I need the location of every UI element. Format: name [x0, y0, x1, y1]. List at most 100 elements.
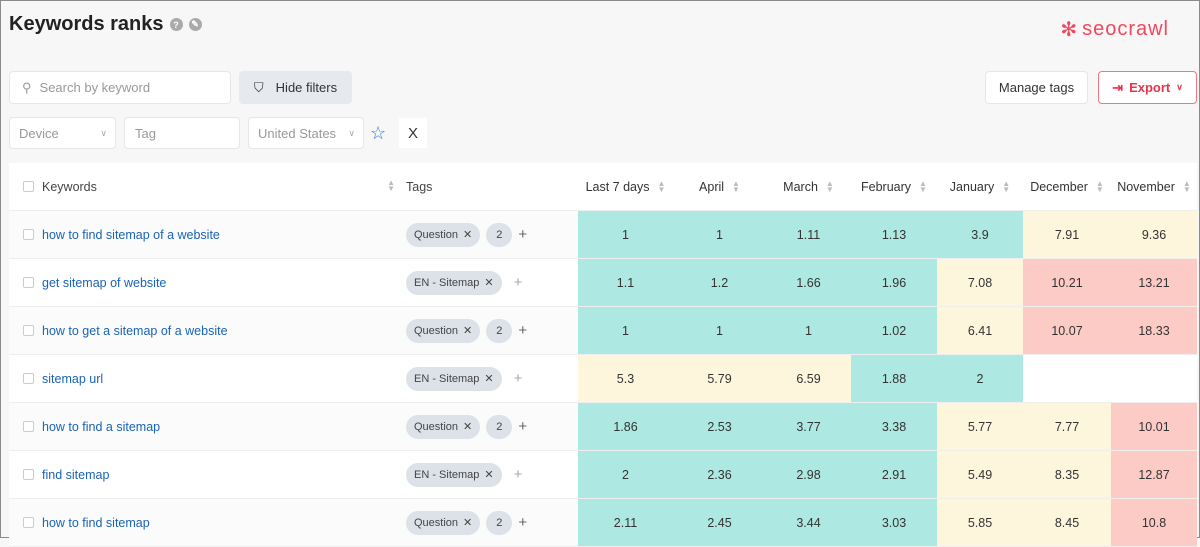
- keyword-link[interactable]: how to find a sitemap: [42, 419, 161, 434]
- chevron-down-icon: ∨: [1176, 82, 1183, 92]
- chevron-down-icon: ∨: [348, 127, 355, 138]
- tag-pill[interactable]: EN - Sitemap ✕: [406, 462, 502, 487]
- row-checkbox[interactable]: [23, 277, 34, 288]
- rank-cell: 8.35: [1023, 451, 1111, 498]
- remove-tag-icon[interactable]: ✕: [463, 325, 473, 337]
- rank-cell: 12.87: [1111, 451, 1197, 498]
- tag-pill[interactable]: Question ✕: [406, 222, 481, 247]
- row-checkbox[interactable]: [23, 421, 34, 432]
- more-tags-pill[interactable]: 2: [486, 318, 513, 343]
- keyword-cell: how to find sitemap of a website: [9, 211, 399, 258]
- rank-cell: 1: [766, 307, 851, 354]
- col-month[interactable]: February ▲ ▼: [851, 163, 937, 210]
- keyword-link[interactable]: find sitemap: [42, 467, 110, 482]
- hide-filters-button[interactable]: ⛉ Hide filters: [239, 71, 352, 104]
- table-row: sitemap url EN - Sitemap ✕ +5.3 5.79 6.59 1.8…: [9, 355, 1197, 403]
- rank-cell: 2: [937, 355, 1023, 402]
- remove-tag-icon[interactable]: ✕: [463, 421, 473, 433]
- remove-tag-icon[interactable]: ✕: [484, 277, 494, 289]
- search-input[interactable]: ⚲ Search by keyword: [9, 71, 231, 104]
- sort-icon[interactable]: ▲ ▼: [825, 178, 834, 194]
- col-label: November: [1117, 179, 1175, 194]
- remove-tag-icon[interactable]: ✕: [484, 373, 494, 385]
- sort-icon[interactable]: ▲ ▼: [1182, 178, 1191, 194]
- more-tags-pill[interactable]: 2: [486, 414, 513, 439]
- rank-cell: 10.01: [1111, 403, 1197, 450]
- rank-cell: 13.21: [1111, 259, 1197, 306]
- row-checkbox[interactable]: [23, 229, 34, 240]
- clear-filters-button[interactable]: X: [399, 118, 427, 148]
- sort-icon[interactable]: ▲ ▼: [387, 177, 395, 193]
- sort-icon[interactable]: ▲ ▼: [919, 178, 927, 194]
- rank-cell: [1111, 355, 1197, 402]
- device-label: Device: [19, 125, 59, 141]
- sort-icon[interactable]: ▲ ▼: [657, 178, 666, 194]
- table-row: how to find sitemap of a website Questio…: [9, 211, 1197, 259]
- add-tag-icon[interactable]: +: [513, 370, 523, 387]
- add-tag-icon[interactable]: +: [518, 514, 528, 531]
- rank-cell: 3.77: [766, 403, 851, 450]
- more-tags-pill[interactable]: 2: [486, 510, 513, 535]
- col-month[interactable]: March ▲ ▼: [766, 163, 851, 210]
- select-all-checkbox[interactable]: [23, 181, 34, 192]
- tag-pill[interactable]: Question ✕: [406, 510, 481, 535]
- col-month[interactable]: November ▲ ▼: [1111, 163, 1197, 210]
- keyword-cell: how to get a sitemap of a website: [9, 307, 399, 354]
- rank-cell: 1.86: [578, 403, 673, 450]
- tag-pill[interactable]: Question ✕: [406, 318, 481, 343]
- tag-pill[interactable]: Question ✕: [406, 414, 481, 439]
- sort-icon[interactable]: ▲ ▼: [1002, 178, 1011, 194]
- add-tag-icon[interactable]: +: [513, 466, 523, 483]
- rank-cell: 2.36: [673, 451, 766, 498]
- remove-tag-icon[interactable]: ✕: [463, 517, 473, 529]
- col-label: February: [861, 179, 912, 194]
- rank-cell: 5.79: [673, 355, 766, 402]
- manage-tags-button[interactable]: Manage tags: [985, 71, 1088, 104]
- col-month[interactable]: Last 7 days ▲ ▼: [578, 163, 673, 210]
- export-icon: ⇥: [1112, 79, 1124, 95]
- row-checkbox[interactable]: [23, 373, 34, 384]
- tag-pill[interactable]: EN - Sitemap ✕: [406, 270, 502, 295]
- remove-tag-icon[interactable]: ✕: [484, 469, 494, 481]
- col-month[interactable]: April ▲ ▼: [673, 163, 766, 210]
- tags-cell: EN - Sitemap ✕ +: [399, 259, 578, 306]
- add-tag-icon[interactable]: +: [518, 322, 528, 339]
- row-checkbox[interactable]: [23, 325, 34, 336]
- tags-cell: EN - Sitemap ✕ +: [399, 451, 578, 498]
- help-icon[interactable]: ?: [169, 18, 183, 31]
- star-icon[interactable]: ☆: [370, 123, 387, 143]
- keyword-cell: how to find a sitemap: [9, 403, 399, 450]
- row-checkbox[interactable]: [23, 469, 34, 480]
- more-tags-pill[interactable]: 2: [486, 222, 513, 247]
- device-select[interactable]: Device ∨: [9, 117, 116, 149]
- keyword-link[interactable]: sitemap url: [42, 371, 104, 386]
- col-month[interactable]: January ▲ ▼: [937, 163, 1023, 210]
- tags-cell: Question ✕ 2 +: [399, 307, 578, 354]
- sort-icon[interactable]: ▲ ▼: [732, 178, 740, 194]
- tag-input[interactable]: Tag: [124, 117, 240, 149]
- keyword-link[interactable]: how to find sitemap: [42, 515, 150, 530]
- keyword-link[interactable]: how to find sitemap of a website: [42, 227, 220, 242]
- rank-cell: 1.2: [673, 259, 766, 306]
- hide-filters-label: Hide filters: [275, 80, 338, 95]
- rank-cell: 1.11: [766, 211, 851, 258]
- search-icon: ⚲: [22, 79, 32, 95]
- row-checkbox[interactable]: [23, 517, 34, 528]
- keyword-link[interactable]: how to get a sitemap of a website: [42, 323, 228, 338]
- col-keywords[interactable]: Keywords ▲ ▼: [9, 163, 399, 210]
- add-tag-icon[interactable]: +: [518, 226, 528, 243]
- rank-cell: 1.13: [851, 211, 937, 258]
- rank-cell: 5.3: [578, 355, 673, 402]
- add-tag-icon[interactable]: +: [518, 418, 528, 435]
- add-tag-icon[interactable]: +: [513, 274, 523, 291]
- sort-icon[interactable]: ▲ ▼: [1095, 178, 1104, 194]
- keyword-link[interactable]: get sitemap of website: [42, 275, 167, 290]
- edit-icon[interactable]: ✎: [188, 18, 202, 31]
- remove-tag-icon[interactable]: ✕: [463, 229, 473, 241]
- rank-cell: 3.38: [851, 403, 937, 450]
- col-month[interactable]: December ▲ ▼: [1023, 163, 1111, 210]
- export-label: Export: [1129, 80, 1171, 95]
- country-select[interactable]: United States ∨: [248, 117, 364, 149]
- tag-pill[interactable]: EN - Sitemap ✕: [406, 366, 502, 391]
- export-button[interactable]: ⇥ Export ∨: [1098, 71, 1197, 104]
